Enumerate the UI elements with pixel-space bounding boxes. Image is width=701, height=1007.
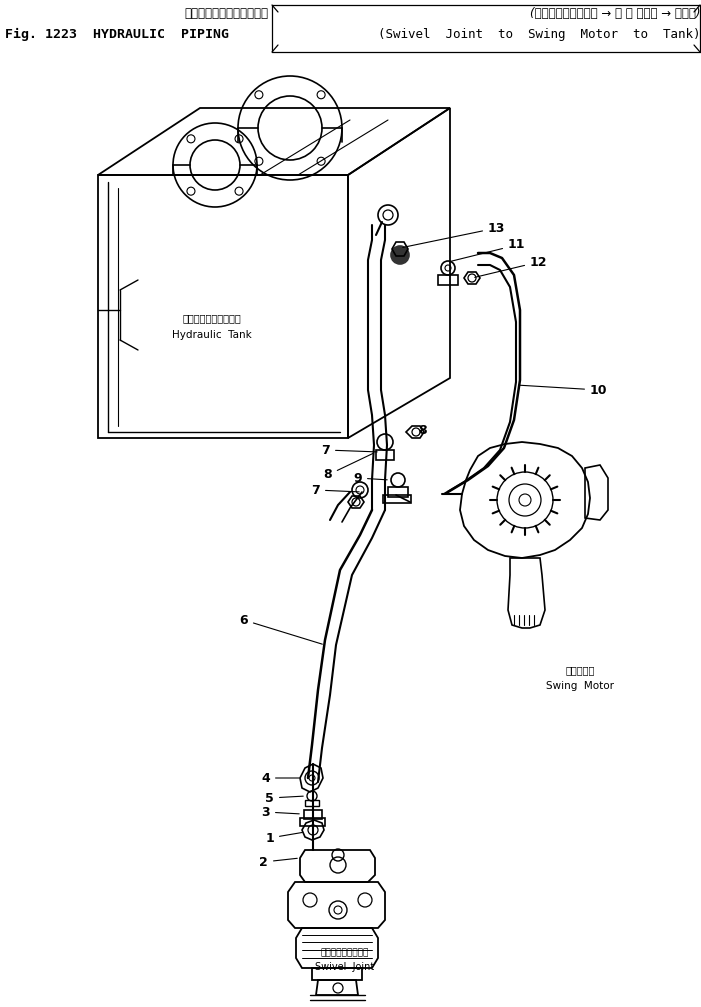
- Text: 5: 5: [265, 792, 304, 805]
- Circle shape: [391, 246, 409, 264]
- Bar: [305, 800, 319, 806]
- Text: Swing  Motor: Swing Motor: [546, 681, 614, 691]
- Text: 9: 9: [353, 471, 387, 484]
- Text: 12: 12: [475, 256, 547, 277]
- Bar: [300, 818, 325, 826]
- Text: 2: 2: [259, 856, 297, 868]
- Text: 7: 7: [311, 483, 359, 496]
- Text: 10: 10: [519, 384, 608, 397]
- Text: 7: 7: [321, 443, 377, 456]
- Text: Fig. 1223  HYDRAULIC  PIPING: Fig. 1223 HYDRAULIC PIPING: [5, 28, 229, 41]
- Text: ハイドロリックパイピング: ハイドロリックパイピング: [184, 7, 268, 20]
- Bar: [304, 810, 322, 819]
- Text: Hydraulic  Tank: Hydraulic Tank: [172, 330, 252, 340]
- Text: 6: 6: [239, 613, 322, 644]
- Text: 8: 8: [323, 453, 374, 481]
- Bar: [376, 450, 394, 460]
- Text: (Swivel  Joint  to  Swing  Motor  to  Tank): (Swivel Joint to Swing Motor to Tank): [378, 28, 700, 41]
- Bar: [438, 275, 458, 285]
- Text: 3: 3: [261, 806, 299, 819]
- Text: 旋回モータ: 旋回モータ: [565, 665, 594, 675]
- Text: 4: 4: [261, 771, 299, 784]
- Text: 11: 11: [451, 239, 526, 262]
- Text: 13: 13: [402, 222, 505, 248]
- Text: (スイベルジョイント → 旋 回 モータ → タンク): (スイベルジョイント → 旋 回 モータ → タンク): [529, 7, 700, 20]
- Text: 1: 1: [265, 832, 302, 845]
- Bar: [383, 495, 411, 504]
- Text: 8: 8: [418, 424, 427, 436]
- Text: ハイドロリックタンク: ハイドロリックタンク: [183, 313, 241, 323]
- Text: Swivel  Joint: Swivel Joint: [315, 962, 374, 972]
- Text: スイベルジョイント: スイベルジョイント: [321, 948, 369, 957]
- Bar: [388, 487, 408, 497]
